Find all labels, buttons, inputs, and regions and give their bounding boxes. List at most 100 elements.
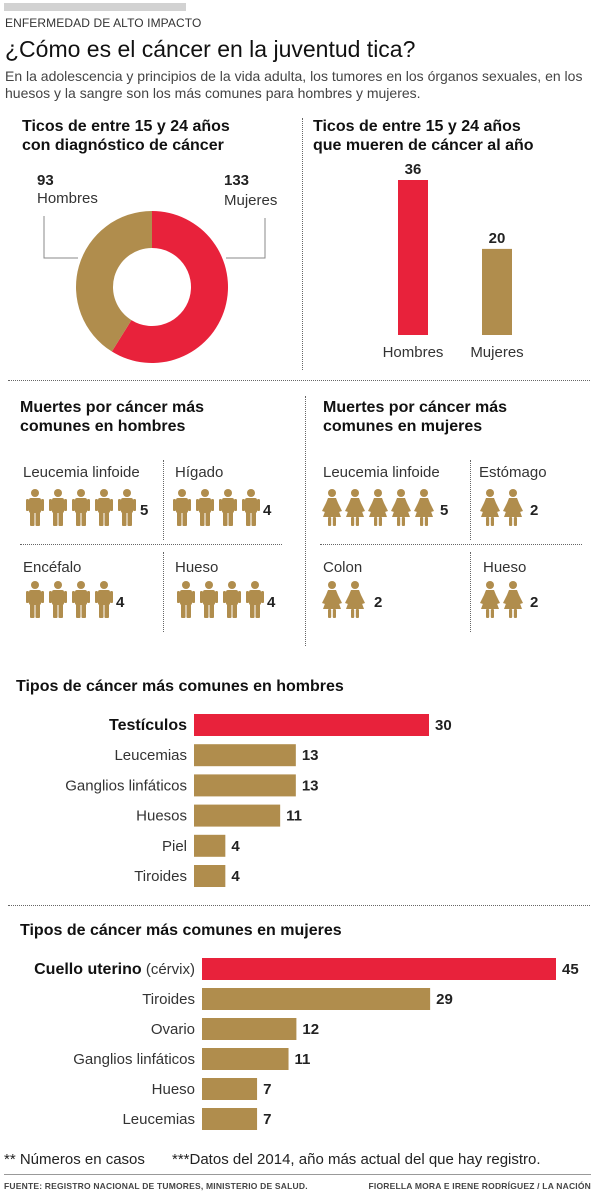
female-figure-icon: [503, 489, 523, 526]
hbar-3: [202, 1018, 297, 1040]
kicker: ENFERMEDAD DE ALTO IMPACTO: [5, 16, 202, 30]
hbar-value-4: 11: [286, 808, 302, 825]
male-figure-icon: [95, 489, 113, 526]
hbar-value-5: 4: [231, 838, 240, 855]
men-types-bar-chart: 30 Testículos 13 Leucemias 13 Ganglios linfát…: [65, 714, 452, 887]
women-cell-label-3: Colon: [323, 559, 363, 576]
women-cell-label-4: Hueso: [483, 559, 527, 576]
hbar-label-1: Testículos: [109, 717, 187, 734]
male-figure-icon: [223, 581, 241, 618]
hbar-value-3: 13: [302, 777, 319, 794]
hbar-5: [202, 1078, 258, 1100]
women-cell-value-1: 5: [440, 502, 448, 519]
donut-leader-hombres: [43, 216, 78, 259]
female-figure-icon: [414, 489, 434, 526]
donut-mujeres-value: 133: [224, 172, 250, 189]
women-deaths-title-line1: Muertes por cáncer más: [323, 399, 508, 416]
pictogram-grid: 5 4 4 4 5 2 2 2: [26, 489, 538, 618]
deaths-bar-mujeres: [482, 248, 512, 335]
male-figure-icon: [49, 489, 67, 526]
divider-women-v2: [470, 552, 471, 632]
men-deaths-title-line2: comunes en hombres: [20, 418, 186, 435]
deaths-bar-category: Hombres: [383, 344, 444, 361]
female-figure-icon: [368, 489, 388, 526]
female-figure-icon: [391, 489, 411, 526]
footnote-cases: ** Números en casos: [4, 1151, 145, 1168]
divider-horizontal-1: [8, 380, 590, 381]
hbar-4: [194, 804, 281, 827]
hbar-label-4: Ganglios linfáticos: [73, 1051, 195, 1068]
women-cell-value-3: 2: [374, 594, 382, 611]
hbar-2: [202, 988, 431, 1010]
male-figure-icon: [219, 489, 237, 526]
donut-chart: [43, 211, 266, 364]
male-figure-icon: [246, 581, 264, 618]
male-figure-icon: [177, 581, 195, 618]
men-cell-value-4: 4: [267, 594, 276, 611]
hbar-label-2: Tiroides: [142, 991, 195, 1008]
divider-women-v1: [470, 460, 471, 540]
divider-women-h: [320, 544, 582, 545]
divider-vertical-top: [302, 118, 303, 370]
page-title: ¿Cómo es el cáncer en la juventud tica?: [5, 36, 416, 62]
hbar-value-4: 11: [295, 1051, 311, 1068]
men-deaths-title-line1: Muertes por cáncer más: [20, 399, 205, 416]
top-accent-bar: [4, 3, 186, 11]
hbar-label-2: Leucemias: [114, 747, 187, 764]
hbar-6: [194, 865, 226, 887]
hbar-label-5: Piel: [162, 838, 187, 855]
women-cell-value-4: 2: [530, 594, 538, 611]
divider-men-v1: [163, 460, 164, 540]
male-figure-icon: [173, 489, 191, 526]
source-credit: FUENTE: REGISTRO NACIONAL DE TUMORES, MI…: [4, 1181, 308, 1191]
women-cell-label-1: Leucemia linfoide: [323, 464, 440, 481]
male-figure-icon: [95, 581, 113, 618]
female-figure-icon: [480, 489, 500, 526]
hbar-1: [202, 958, 556, 980]
author-credit: FIORELLA MORA E IRENE RODRÍGUEZ / LA NAC…: [368, 1181, 591, 1191]
male-figure-icon: [26, 489, 44, 526]
female-figure-icon: [322, 489, 342, 526]
donut-hombres-label: Hombres: [37, 190, 98, 207]
men-cell-value-1: 5: [140, 502, 148, 519]
hbar-label-1: Cuello uterino (cérvix): [34, 961, 195, 978]
hbar-5: [194, 834, 226, 857]
hbar-label-3: Ovario: [151, 1021, 195, 1038]
men-cell-label-2: Hígado: [175, 464, 224, 481]
deaths-bar-chart: 36 Hombres 20 Mujeres: [383, 161, 524, 361]
hbar-label-6: Leucemias: [122, 1111, 195, 1128]
female-figure-icon: [503, 581, 523, 618]
deaths-bar-hombres: [398, 180, 428, 335]
hbar-value-1: 45: [562, 961, 579, 978]
donut-leader-mujeres: [226, 218, 266, 259]
male-figure-icon: [72, 489, 90, 526]
male-figure-icon: [200, 581, 218, 618]
female-figure-icon: [345, 581, 365, 618]
hbar-value-5: 7: [263, 1081, 271, 1098]
divider-men-h: [20, 544, 282, 545]
men-types-title: Tipos de cáncer más comunes en hombres: [16, 678, 344, 695]
deaths-title-line2: que mueren de cáncer al año: [313, 137, 534, 154]
female-figure-icon: [480, 581, 500, 618]
donut-slice-mujeres: [111, 211, 229, 364]
male-figure-icon: [26, 581, 44, 618]
male-figure-icon: [242, 489, 260, 526]
hbar-value-6: 7: [263, 1111, 271, 1128]
hbar-value-6: 4: [231, 868, 240, 885]
donut-slice-hombres: [76, 211, 152, 352]
hbar-value-1: 30: [435, 717, 452, 734]
hbar-value-3: 12: [302, 1021, 319, 1038]
male-figure-icon: [196, 489, 214, 526]
women-cell-label-2: Estómago: [479, 464, 547, 481]
male-figure-icon: [49, 581, 67, 618]
male-figure-icon: [118, 489, 136, 526]
donut-mujeres-label: Mujeres: [224, 192, 278, 209]
hbar-value-2: 13: [302, 747, 319, 764]
divider-horizontal-2: [8, 905, 590, 906]
hbar-value-2: 29: [436, 991, 453, 1008]
footer-rule: [4, 1174, 591, 1175]
female-figure-icon: [322, 581, 342, 618]
divider-vertical-mid: [305, 396, 306, 646]
hbar-4: [202, 1048, 289, 1070]
donut-hombres-value: 93: [37, 172, 54, 189]
